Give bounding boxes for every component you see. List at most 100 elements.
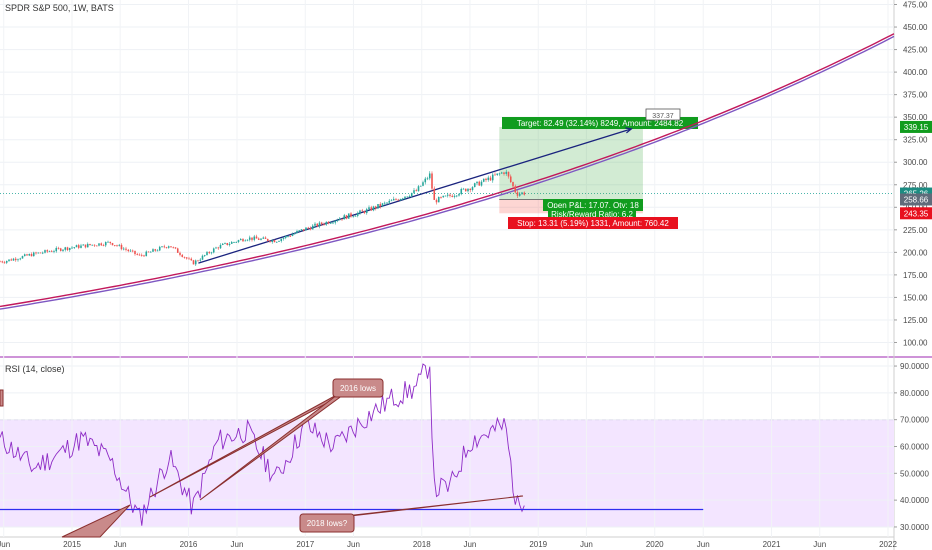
candle-body (370, 207, 373, 211)
price-trendline (198, 128, 632, 264)
rsi-tick-label: 50.0000 (900, 469, 929, 478)
candle-body (102, 245, 105, 247)
candle-body (388, 200, 391, 203)
candle-body (523, 192, 526, 195)
candle-body (10, 259, 13, 261)
candle-body (80, 245, 82, 248)
candle-body (410, 192, 413, 197)
candle-body (230, 242, 233, 244)
candle-body (280, 238, 283, 242)
candle-body (257, 238, 260, 240)
candle-body (356, 212, 359, 216)
rsi-pane-title: RSI (14, close) (5, 364, 65, 374)
candle-body (219, 244, 222, 249)
candle-body (68, 247, 71, 251)
candle-body (37, 252, 40, 254)
time-tick-label: 2015 (63, 540, 81, 549)
candle-body (32, 252, 35, 257)
price-tick-label: 225.00 (903, 226, 928, 235)
candle-body (404, 196, 406, 199)
price-tick-label: 475.00 (903, 1, 928, 10)
candle-body (395, 198, 397, 200)
candle-body (138, 254, 141, 256)
candle-body (408, 196, 411, 197)
candle-body (158, 246, 161, 251)
candle-body (113, 245, 116, 246)
candle-body (172, 247, 175, 249)
candle-body (332, 222, 334, 224)
time-tick-label: Jun (463, 540, 476, 549)
price-tick-label: 300.00 (903, 158, 928, 167)
time-tick-label: Jun (347, 540, 360, 549)
candle-body (473, 183, 476, 188)
candle-body (462, 188, 465, 190)
candle-body (309, 228, 312, 230)
candle-body (464, 188, 467, 192)
candle-body (453, 195, 456, 197)
candle-body (255, 236, 258, 239)
candle-body (104, 242, 107, 246)
candle-body (282, 237, 285, 239)
candle-body (352, 216, 355, 218)
candle-body (107, 241, 109, 243)
candle-body (163, 246, 166, 248)
candle-body (48, 251, 51, 253)
candle-body (127, 249, 130, 252)
candle-body (82, 244, 85, 246)
rsi-tick-label: 90.0000 (900, 362, 929, 371)
candle-body (12, 258, 15, 261)
price-tick-label: 350.00 (903, 113, 928, 122)
candle-body (329, 222, 332, 224)
candle-body (343, 215, 346, 220)
candle-body (59, 248, 62, 251)
candle-body (275, 241, 278, 243)
candle-body (237, 240, 240, 242)
candle-body (199, 259, 202, 261)
price-tick-label: 100.00 (903, 338, 928, 347)
candle-body (62, 249, 64, 251)
time-tick-label: Jun (697, 540, 710, 549)
candle-body (122, 248, 125, 250)
rsi-tick-label: 60.0000 (900, 443, 929, 452)
candle-body (498, 173, 501, 175)
time-tick-label: Jun (114, 540, 127, 549)
candle-body (46, 250, 49, 252)
candle-body (289, 235, 292, 237)
candle-body (212, 248, 215, 253)
candle-body (435, 199, 438, 203)
candle-body (30, 254, 33, 257)
candle-body (512, 182, 514, 187)
price-tick-label: 175.00 (903, 271, 928, 280)
candle-body (397, 199, 400, 201)
time-tick-label: Jun (0, 540, 10, 549)
candle-body (176, 248, 179, 253)
candle-body (93, 244, 96, 246)
time-tick-label: 2017 (296, 540, 314, 549)
candle-body (491, 174, 494, 181)
candle-body (437, 196, 440, 203)
candle-body (167, 246, 170, 248)
price-label-stop: 243.35 (904, 209, 929, 218)
candle-body (235, 241, 238, 243)
candle-body (129, 250, 132, 252)
candle-body (336, 220, 339, 221)
candle-body (311, 225, 314, 230)
candle-body (86, 243, 89, 248)
candle-body (14, 258, 17, 261)
candle-body (361, 210, 364, 212)
candle-body (246, 239, 249, 241)
candle-body (161, 246, 163, 248)
rsi-tick-label: 40.0000 (900, 496, 929, 505)
candle-body (266, 238, 269, 241)
candle-body (424, 178, 427, 183)
price-tick-label: 275.00 (903, 181, 928, 190)
candle-body (264, 237, 267, 239)
candle-body (284, 235, 287, 238)
candle-body (125, 248, 127, 250)
candle-body (334, 220, 337, 223)
candle-body (50, 251, 53, 253)
candle-body (66, 247, 69, 251)
candle-body (224, 243, 226, 244)
candle-body (431, 173, 433, 189)
candle-body (190, 258, 193, 261)
